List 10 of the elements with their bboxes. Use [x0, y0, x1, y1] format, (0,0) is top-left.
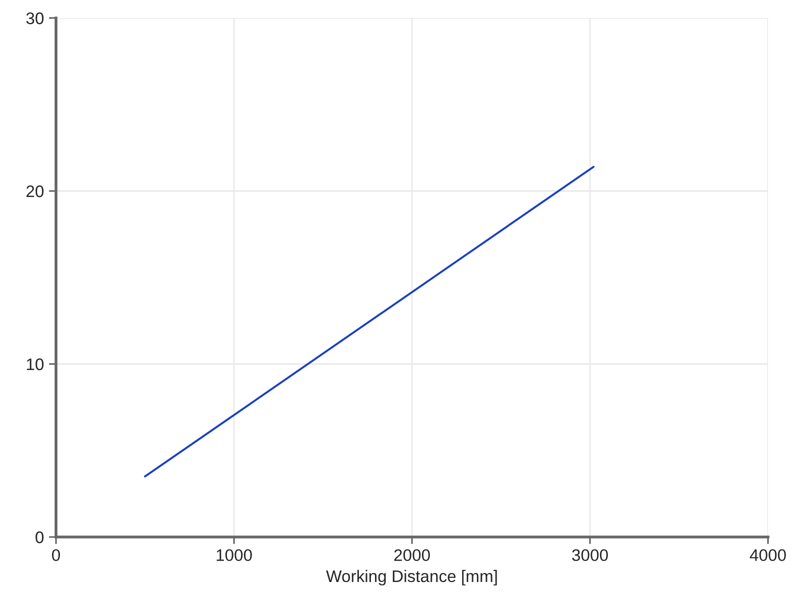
y-tick-label: 20: [26, 185, 44, 198]
x-tick-label: 4000: [750, 549, 786, 562]
x-tick-label: 1000: [216, 549, 252, 562]
x-tick-label: 2000: [394, 549, 430, 562]
y-tick-label: 0: [36, 531, 44, 544]
y-tick-label: 10: [26, 358, 44, 370]
x-axis-title: Working Distance [mm]: [326, 570, 497, 586]
x-tick-label: 0: [52, 549, 60, 562]
y-tick-label: 30: [26, 12, 44, 24]
x-tick-label: 3000: [572, 549, 608, 562]
